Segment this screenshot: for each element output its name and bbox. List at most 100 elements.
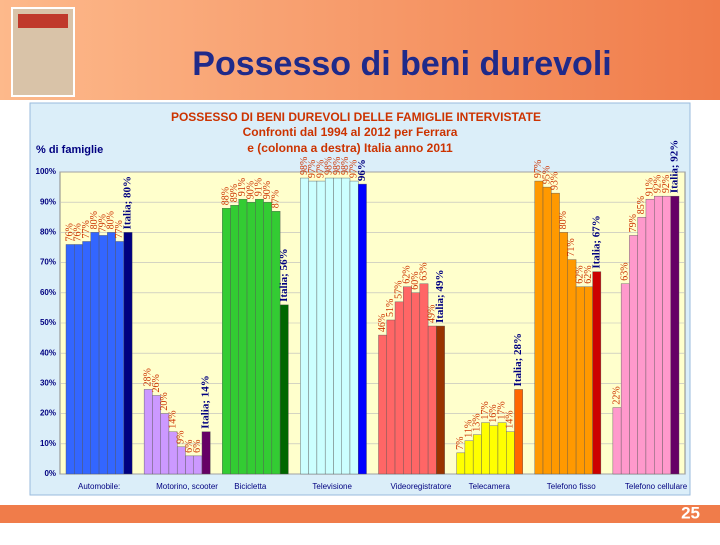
value-label: 92% [661, 175, 672, 193]
italia-label: Italia; 80% [122, 176, 134, 229]
bar [308, 180, 318, 475]
value-label: 85% [636, 196, 647, 214]
bar [411, 292, 421, 475]
bar [506, 431, 515, 475]
value-label: 95% [541, 166, 552, 184]
value-label: 46% [377, 314, 388, 332]
italia-label: Italia; 56% [278, 248, 290, 301]
value-label: 80% [558, 211, 569, 229]
bar [238, 198, 248, 475]
y-tick-label: 20% [40, 409, 56, 418]
bar [107, 232, 116, 475]
bar [542, 186, 552, 475]
value-label: 92% [653, 175, 664, 193]
y-axis-label: % di famiglie [36, 144, 103, 156]
bar [90, 232, 100, 475]
bar [394, 301, 404, 475]
value-label: 17% [496, 401, 507, 419]
value-label: 89% [229, 184, 240, 202]
value-label: 71% [566, 238, 577, 256]
y-tick-label: 80% [40, 228, 56, 237]
bar [575, 286, 585, 475]
value-label: 62% [583, 265, 594, 283]
bar [74, 244, 83, 475]
bar [193, 455, 203, 475]
value-label: 91% [254, 178, 265, 196]
bar [115, 241, 125, 475]
bar [341, 177, 351, 475]
slide-title: Possesso di beni durevoli [192, 45, 611, 83]
value-label: 51% [385, 299, 396, 317]
value-label: 80% [106, 211, 117, 229]
value-label: 6% [192, 440, 203, 453]
bar [279, 304, 289, 475]
value-label: 79% [97, 214, 108, 232]
value-label: 20% [159, 392, 170, 410]
bar [185, 455, 194, 475]
value-label: 90% [245, 181, 256, 199]
bar [464, 440, 474, 475]
value-label: 77% [81, 220, 92, 238]
bar [263, 201, 273, 475]
bar [472, 434, 482, 475]
value-label: 79% [628, 214, 639, 232]
y-tick-label: 90% [40, 197, 56, 206]
bar [534, 180, 544, 475]
bar [65, 244, 75, 475]
value-label: 16% [488, 404, 499, 422]
bar [612, 407, 622, 475]
bar [489, 425, 499, 475]
value-label: 98% [340, 157, 351, 175]
value-label: 28% [143, 368, 154, 386]
x-tick-label: Automobile: [78, 482, 120, 491]
footer-band [0, 505, 720, 523]
page-number: 25 [681, 503, 700, 522]
value-label: 14% [167, 410, 178, 428]
value-label: 7% [455, 437, 466, 450]
value-label: 97% [533, 160, 544, 178]
x-tick-label: Telecamera [469, 482, 511, 491]
y-tick-label: 0% [44, 469, 56, 478]
value-label: 97% [307, 160, 318, 178]
bar [255, 198, 264, 475]
bar [620, 283, 630, 475]
value-label: 14% [505, 410, 516, 428]
bar [567, 259, 577, 475]
bar [559, 232, 569, 475]
y-tick-label: 40% [40, 348, 56, 357]
bar [584, 286, 593, 475]
chart-title: Confronti dal 1994 al 2012 per Ferrara [243, 125, 458, 139]
y-tick-label: 50% [40, 318, 56, 327]
header-band [0, 0, 720, 100]
value-label: 60% [410, 271, 421, 289]
value-label: 80% [89, 211, 100, 229]
bar [98, 235, 108, 475]
value-label: 90% [262, 181, 273, 199]
value-label: 11% [463, 420, 474, 438]
bar [358, 183, 367, 475]
value-label: 91% [237, 178, 248, 196]
value-label: 26% [151, 374, 162, 392]
bar [514, 389, 523, 475]
chart-title: POSSESSO DI BENI DUREVOLI DELLE FAMIGLIE… [171, 110, 541, 124]
x-tick-label: Televisione [312, 482, 352, 491]
x-tick-label: Motorino, scooter [156, 482, 218, 491]
bar [324, 177, 334, 475]
bar [300, 177, 309, 475]
chart-title: e (colonna a destra) Italia anno 2011 [247, 141, 453, 155]
italia-label: Italia; 14% [200, 375, 212, 428]
y-tick-label: 70% [40, 258, 56, 267]
bar [403, 286, 412, 475]
value-label: 98% [299, 157, 310, 175]
value-label: 87% [270, 190, 281, 208]
value-label: 91% [644, 178, 655, 196]
x-tick-label: Telefono cellulare [625, 482, 688, 491]
bar [670, 195, 680, 475]
value-label: 88% [221, 187, 232, 205]
y-tick-label: 30% [40, 379, 56, 388]
value-label: 9% [176, 430, 187, 443]
bar [645, 198, 655, 475]
bar [456, 452, 466, 475]
bar [222, 208, 231, 475]
